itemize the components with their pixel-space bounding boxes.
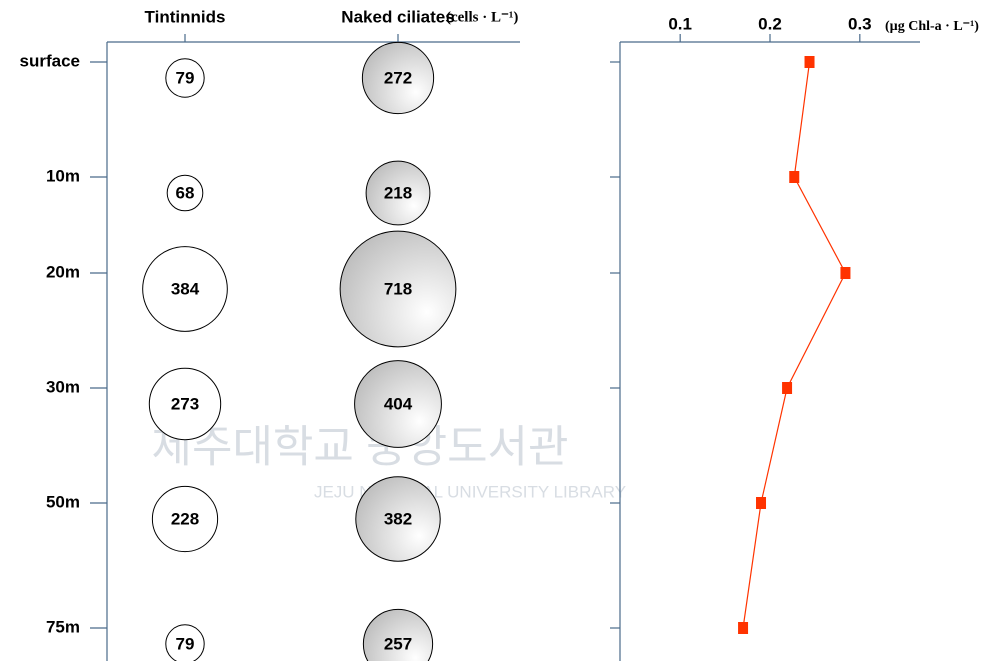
bubble-label: 382 <box>384 509 412 528</box>
marker <box>782 382 793 394</box>
bubble-label: 384 <box>171 279 200 298</box>
x-tick-label: 0.1 <box>668 14 692 33</box>
column-label: Naked ciliates <box>341 7 454 26</box>
marker <box>738 622 749 634</box>
y-tick-label: 30m <box>46 377 80 396</box>
bubble <box>355 476 441 562</box>
unit-label: (cells · L⁻¹) <box>446 9 518 25</box>
y-tick-label: 75m <box>46 617 80 636</box>
line <box>742 61 847 629</box>
bubble-label: 257 <box>384 634 412 653</box>
bubble <box>362 608 434 661</box>
bubble <box>165 58 205 98</box>
watermark-title: 제주대학교 중앙도서관 <box>151 423 568 472</box>
bubble <box>166 174 204 212</box>
bubble-label: 218 <box>384 183 412 202</box>
bubble <box>165 624 205 661</box>
bubble-label: 68 <box>176 183 195 202</box>
column-label: Tintinnids <box>145 7 226 26</box>
bubble <box>142 246 228 332</box>
bubble-label: 273 <box>171 394 199 413</box>
y-tick-label: 50m <box>46 492 80 511</box>
x-tick-label: 0.2 <box>758 14 782 33</box>
bubble <box>354 360 442 448</box>
bubble <box>361 41 435 115</box>
bubble-label: 228 <box>171 509 199 528</box>
unit-label: (µg Chl-a · L⁻¹) <box>885 19 979 34</box>
bubble <box>365 160 431 226</box>
bubble-label: 272 <box>384 68 412 87</box>
bubble-label: 404 <box>384 394 413 413</box>
y-tick-label: 20m <box>46 262 80 281</box>
bubble <box>339 230 457 348</box>
bubble <box>151 485 219 553</box>
marker <box>789 171 800 183</box>
bubble-label: 79 <box>176 634 195 653</box>
bubble <box>148 367 222 441</box>
marker <box>804 56 815 68</box>
x-tick-label: 0.3 <box>848 14 872 33</box>
bubble-label: 79 <box>176 68 195 87</box>
y-tick-label: 10m <box>46 166 80 185</box>
marker <box>840 267 851 279</box>
bubble-label: 718 <box>384 279 412 298</box>
y-tick-label: surface <box>20 51 80 70</box>
marker <box>756 497 767 509</box>
